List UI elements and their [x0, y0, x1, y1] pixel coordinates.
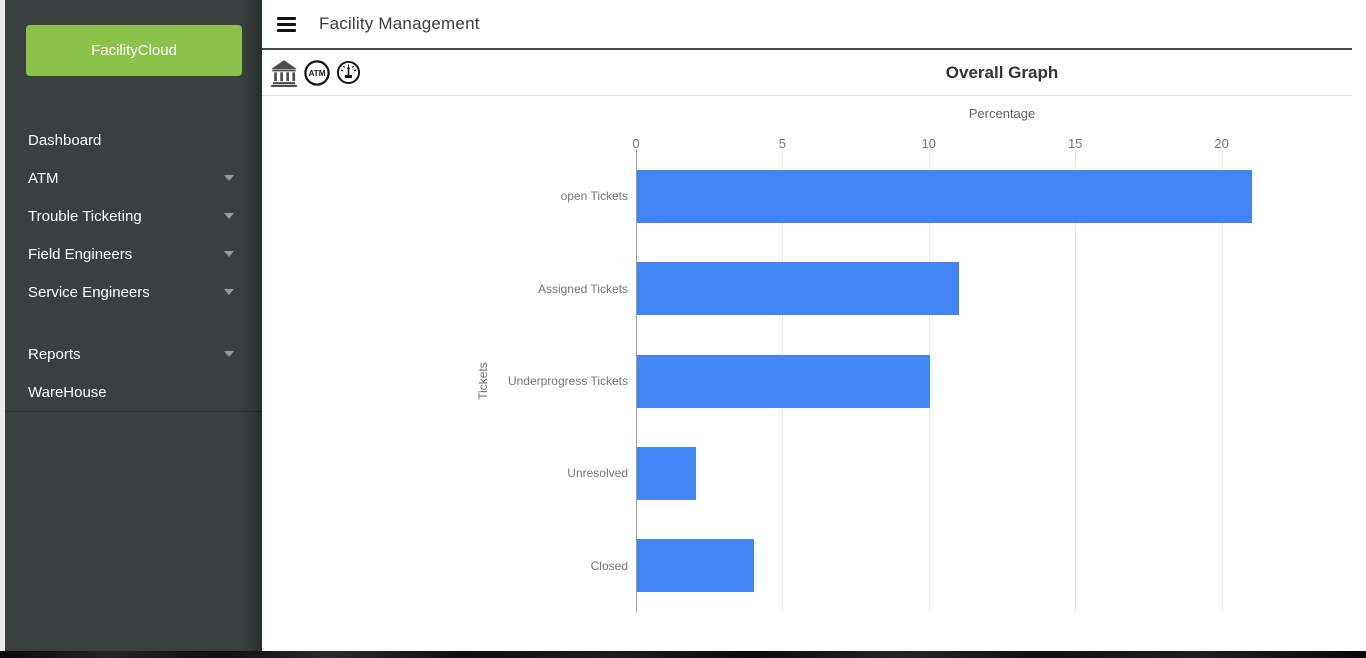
sidebar: FacilityCloud Dashboard ATM Trouble Ticket…: [5, 0, 262, 658]
gridline: [1221, 150, 1223, 612]
taskbar-edge: [0, 651, 1366, 658]
gauge-icon[interactable]: [336, 60, 361, 85]
sidebar-item-field-engineers[interactable]: Field Engineers: [5, 235, 262, 273]
sidebar-item-warehouse[interactable]: WareHouse: [5, 373, 262, 411]
x-tick-label: 0: [632, 136, 640, 151]
x-tick-label: 15: [1067, 136, 1083, 151]
toolbar: ATM Overall Gra: [262, 50, 1352, 96]
sidebar-item-trouble-ticketing[interactable]: Trouble Ticketing: [5, 197, 262, 235]
chart-title: Overall Graph: [945, 62, 1059, 82]
sidebar-item-label: Dashboard: [28, 131, 102, 149]
bar-assigned-tickets[interactable]: [637, 262, 960, 316]
category-label: Unresolved: [567, 466, 628, 481]
sidebar-item-dashboard[interactable]: Dashboard: [5, 121, 262, 159]
x-tick-label: 20: [1214, 136, 1229, 151]
atm-icon[interactable]: ATM: [303, 59, 331, 87]
sidebar-item-service-engineers[interactable]: Service Engineers: [5, 273, 262, 311]
sidebar-item-label: WareHouse: [28, 383, 107, 401]
header: Facility Management: [262, 0, 1352, 50]
x-tick-label: 5: [778, 136, 787, 151]
category-label: Closed: [590, 558, 628, 573]
gridline: [1075, 150, 1077, 612]
bar-open-tickets[interactable]: [637, 169, 1252, 223]
sidebar-item-atm[interactable]: ATM: [5, 159, 262, 197]
chevron-down-icon: [224, 213, 234, 219]
sidebar-menu: Dashboard ATM Trouble Ticketing Field Engin…: [5, 121, 262, 412]
sidebar-item-label: Field Engineers: [28, 245, 133, 263]
hamburger-menu-icon[interactable]: [277, 16, 296, 32]
bar-chart: Percentage 0 5 10 15 20 open Tickets Assigned T…: [262, 96, 1366, 658]
sidebar-item-reports[interactable]: Reports: [5, 335, 262, 373]
bar-closed[interactable]: [637, 539, 755, 593]
category-label: Underprogress Tickets: [507, 374, 628, 388]
sidebar-item-label: Trouble Ticketing: [28, 207, 142, 225]
brand-button[interactable]: FacilityCloud: [26, 25, 242, 76]
sidebar-item-label: Service Engineers: [28, 283, 150, 301]
bank-icon[interactable]: [270, 59, 298, 87]
x-axis-title: Percentage: [968, 106, 1036, 121]
category-label: open Tickets: [560, 189, 628, 204]
sidebar-item-label: Reports: [28, 345, 81, 363]
bar-unresolved[interactable]: [637, 446, 696, 500]
chevron-down-icon: [224, 175, 234, 181]
chevron-down-icon: [224, 351, 234, 357]
sidebar-item-label: ATM: [28, 169, 59, 187]
chevron-down-icon: [224, 251, 234, 257]
bar-underprogress-tickets[interactable]: [637, 354, 930, 408]
main-content: Facility Management ATM: [262, 0, 1366, 658]
y-axis-line: [636, 150, 637, 612]
atm-icon-label: ATM: [309, 68, 326, 77]
x-tick-label: 10: [921, 136, 937, 151]
page-title: Facility Management: [319, 14, 480, 33]
category-label: Assigned Tickets: [537, 281, 628, 296]
chevron-down-icon: [224, 289, 234, 295]
y-axis-title: Tickets: [476, 362, 490, 400]
window-left-edge: [0, 0, 5, 658]
